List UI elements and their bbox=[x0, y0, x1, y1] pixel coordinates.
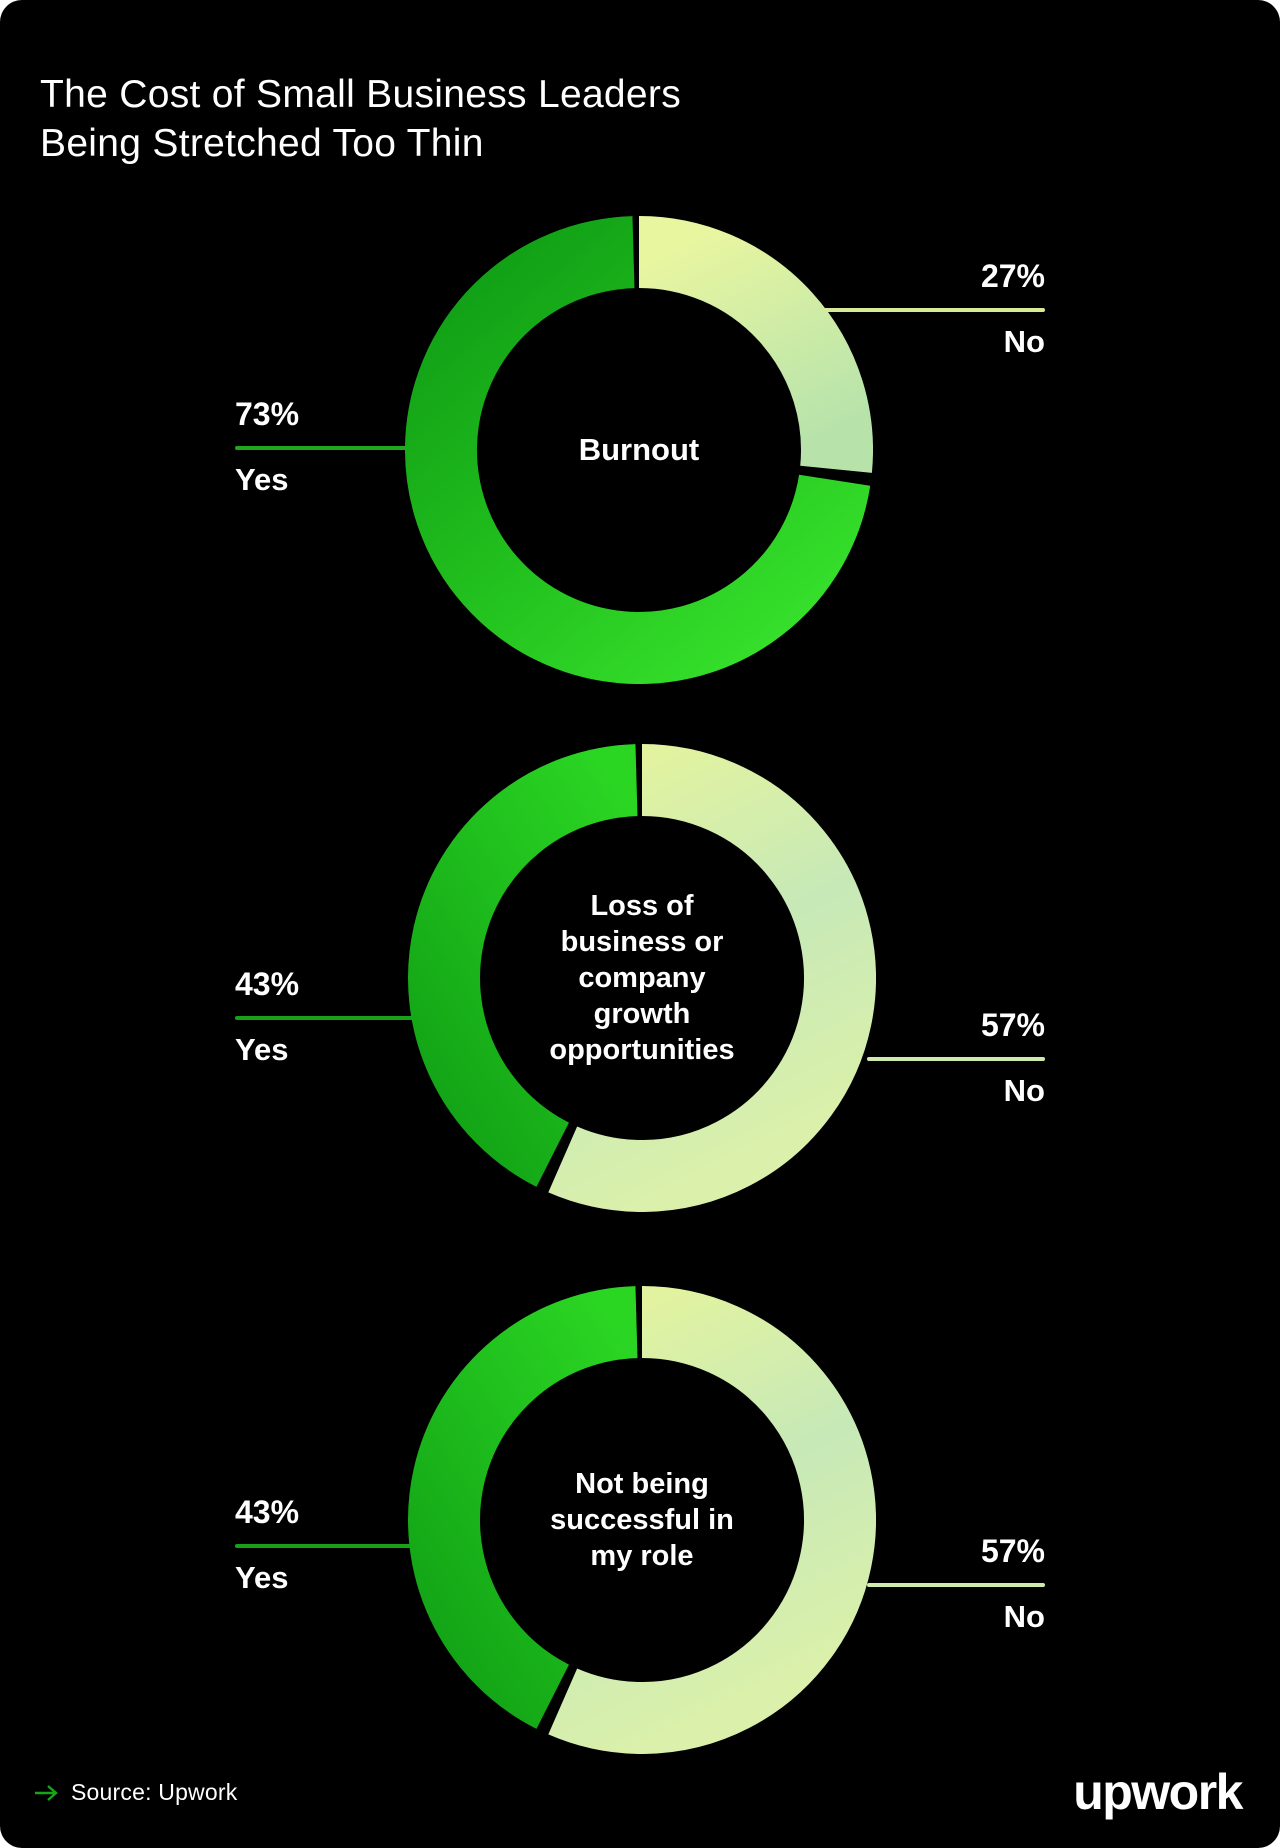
yes-leader-line bbox=[235, 1544, 413, 1548]
yes-answer-label: Yes bbox=[235, 1560, 289, 1595]
no-answer-label: No bbox=[1003, 324, 1045, 359]
yes-percent-label: 43% bbox=[235, 1494, 300, 1530]
yes-percent-label: 43% bbox=[235, 966, 300, 1002]
no-leader-line bbox=[867, 1583, 1045, 1587]
no-callout: 27% No bbox=[823, 258, 1045, 360]
yes-callout: 73% Yes bbox=[235, 396, 413, 498]
no-percent-label: 57% bbox=[980, 1007, 1045, 1043]
no-percent-label: 27% bbox=[980, 258, 1045, 294]
yes-answer-label: Yes bbox=[235, 1032, 289, 1067]
yes-answer-label: Yes bbox=[235, 462, 289, 497]
yes-leader-line bbox=[235, 1016, 413, 1020]
source-text: Source: Upwork bbox=[71, 1779, 238, 1805]
no-leader-line bbox=[823, 308, 1045, 312]
source-note: Source: Upwork bbox=[33, 1779, 237, 1806]
yes-callout: 43% Yes bbox=[235, 966, 413, 1068]
donut-center-label: Loss of business or company growth oppor… bbox=[549, 890, 735, 1066]
arrow-right-icon bbox=[35, 1784, 58, 1801]
yes-percent-label: 73% bbox=[235, 396, 300, 432]
no-leader-line bbox=[867, 1057, 1045, 1061]
no-answer-label: No bbox=[1003, 1073, 1045, 1108]
donut-chart-loss-of-growth bbox=[408, 744, 876, 1212]
no-callout: 57% No bbox=[867, 1533, 1045, 1635]
donut-chart-burnout bbox=[405, 216, 873, 684]
donut-center-label: Burnout bbox=[578, 432, 700, 467]
upwork-logo: upwork bbox=[1073, 1764, 1243, 1820]
donut-center-label: Not being successful in my role bbox=[550, 1468, 734, 1572]
no-answer-label: No bbox=[1003, 1599, 1045, 1634]
no-percent-label: 57% bbox=[980, 1533, 1045, 1569]
page-title: The Cost of Small Business Leaders Being… bbox=[40, 73, 681, 166]
no-callout: 57% No bbox=[867, 1007, 1045, 1109]
donut-chart-not-successful bbox=[408, 1286, 876, 1754]
yes-callout: 43% Yes bbox=[235, 1494, 413, 1596]
yes-leader-line bbox=[235, 446, 413, 450]
